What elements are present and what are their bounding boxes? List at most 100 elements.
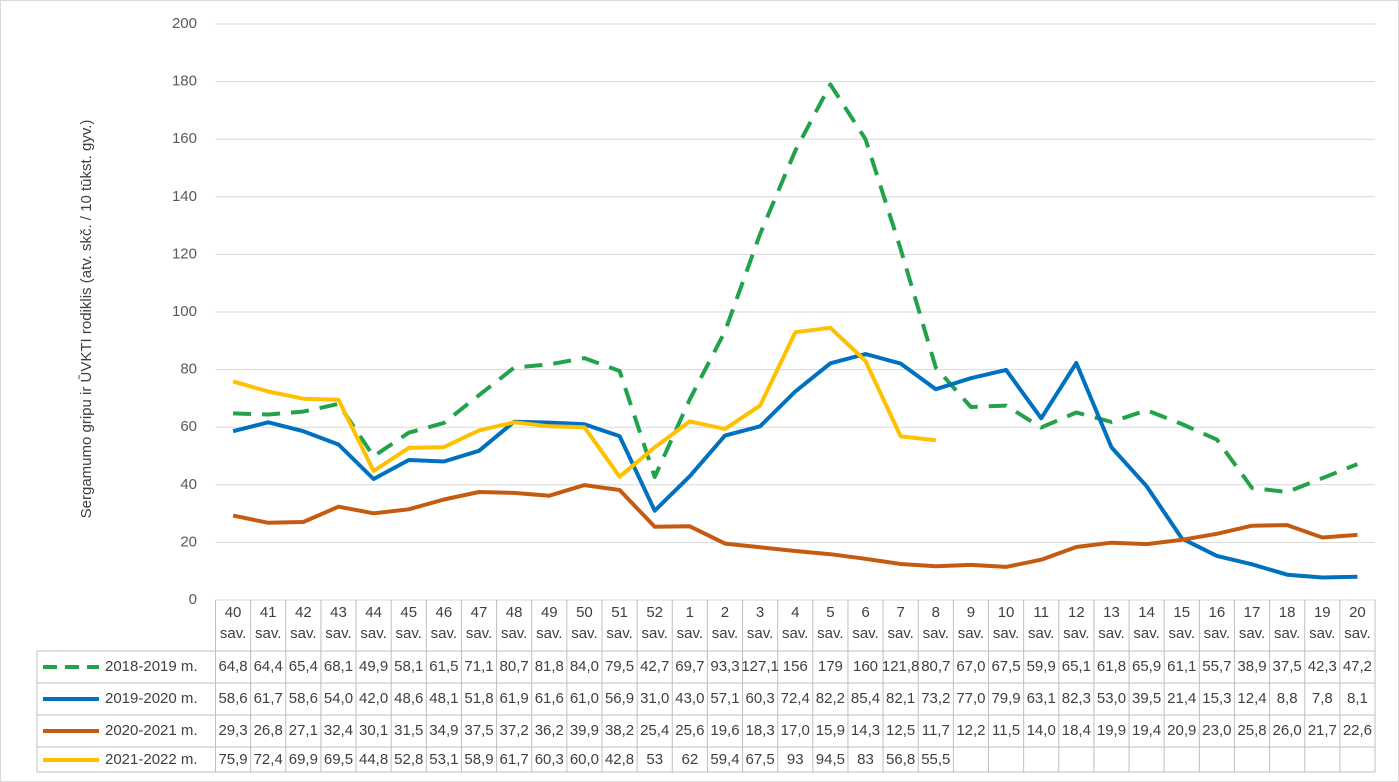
table-value: 51,8 xyxy=(464,690,493,707)
table-value: 58,1 xyxy=(394,658,423,675)
table-value: 12,4 xyxy=(1237,690,1266,707)
table-value: 25,6 xyxy=(675,722,704,739)
table-value: 7,8 xyxy=(1312,690,1333,707)
table-value: 42,0 xyxy=(359,690,388,707)
x-tick-label: 19 sav. xyxy=(1309,604,1336,642)
table-value: 53,0 xyxy=(1097,690,1126,707)
table-value: 68,1 xyxy=(324,658,353,675)
table-value: 19,6 xyxy=(710,722,739,739)
y-tick-label: 120 xyxy=(172,245,197,262)
x-tick-label: 52 sav. xyxy=(641,604,668,642)
x-tick-label: 20 sav. xyxy=(1344,604,1371,642)
table-value: 69,7 xyxy=(675,658,704,675)
table-value: 69,9 xyxy=(289,751,318,768)
table-value: 179 xyxy=(818,658,843,675)
y-tick-label: 180 xyxy=(172,73,197,90)
table-value: 59,4 xyxy=(710,751,739,768)
table-value: 26,8 xyxy=(254,722,283,739)
table-value: 69,5 xyxy=(324,751,353,768)
table-value: 52,8 xyxy=(394,751,423,768)
table-value: 32,4 xyxy=(324,722,353,739)
y-axis-label: Sergamumo gripu ir ŪVKTI rodiklis (atv. … xyxy=(78,120,95,519)
x-tick-label: 7 sav. xyxy=(887,604,914,642)
x-tick-label: 51 sav. xyxy=(606,604,633,642)
table-value: 37,5 xyxy=(1273,658,1302,675)
x-tick-label: 15 sav. xyxy=(1168,604,1195,642)
table-value: 36,2 xyxy=(535,722,564,739)
table-value: 79,5 xyxy=(605,658,634,675)
legend-label: 2018-2019 m. xyxy=(105,658,198,675)
table-value: 55,5 xyxy=(921,751,950,768)
table-value: 47,2 xyxy=(1343,658,1372,675)
x-tick-label: 18 sav. xyxy=(1273,604,1301,642)
table-value: 34,9 xyxy=(429,722,458,739)
table-value: 31,0 xyxy=(640,690,669,707)
x-tick-label: 12 sav. xyxy=(1063,604,1090,642)
table-value: 19,9 xyxy=(1097,722,1126,739)
x-tick-label: 2 sav. xyxy=(711,604,739,642)
table-value: 156 xyxy=(783,658,808,675)
table-value: 65,1 xyxy=(1062,658,1091,675)
y-tick-label: 40 xyxy=(180,476,197,493)
y-tick-label: 60 xyxy=(180,418,197,435)
table-value: 8,8 xyxy=(1277,690,1298,707)
legend-label: 2021-2022 m. xyxy=(105,751,198,768)
table-value: 72,4 xyxy=(781,690,810,707)
table-value: 60,3 xyxy=(746,690,775,707)
table-value: 80,7 xyxy=(500,658,529,675)
table-value: 61,7 xyxy=(500,751,529,768)
table-value: 31,5 xyxy=(394,722,423,739)
table-value: 53,1 xyxy=(429,751,458,768)
x-tick-label: 17 sav. xyxy=(1238,604,1266,642)
table-value: 38,2 xyxy=(605,722,634,739)
table-value: 67,0 xyxy=(956,658,985,675)
x-tick-label: 13 sav. xyxy=(1098,604,1125,642)
series-line xyxy=(232,483,1358,569)
x-tick-label: 46 sav. xyxy=(430,604,458,642)
x-tick-label: 40 sav. xyxy=(219,604,247,642)
table-value: 73,2 xyxy=(921,690,950,707)
x-tick-label: 50 sav. xyxy=(571,604,598,642)
table-value: 20,9 xyxy=(1167,722,1196,739)
table-value: 12,2 xyxy=(956,722,985,739)
y-tick-label: 20 xyxy=(180,533,197,550)
table-value: 80,7 xyxy=(921,658,950,675)
table-value: 38,9 xyxy=(1237,658,1266,675)
table-value: 53 xyxy=(646,751,663,768)
table-value: 54,0 xyxy=(324,690,353,707)
x-tick-label: 8 sav. xyxy=(922,604,949,642)
series-line xyxy=(232,352,1358,580)
table-value: 62 xyxy=(681,751,698,768)
table-value: 23,0 xyxy=(1202,722,1231,739)
x-tick-label: 9 sav. xyxy=(957,604,985,642)
table-value: 42,8 xyxy=(605,751,634,768)
table-value: 160 xyxy=(853,658,878,675)
x-tick-label: 47 sav. xyxy=(465,604,493,642)
table-value: 121,8 xyxy=(882,658,920,675)
legend-label: 2019-2020 m. xyxy=(105,690,198,707)
table-value: 82,3 xyxy=(1062,690,1091,707)
table-value: 61,9 xyxy=(500,690,529,707)
table-value: 49,9 xyxy=(359,658,388,675)
table-value: 58,6 xyxy=(289,690,318,707)
table-value: 59,9 xyxy=(1027,658,1056,675)
table-value: 61,7 xyxy=(254,690,283,707)
table-value: 75,9 xyxy=(218,751,247,768)
table-value: 79,9 xyxy=(991,690,1020,707)
table-value: 30,1 xyxy=(359,722,388,739)
table-value: 43,0 xyxy=(675,690,704,707)
table-value: 61,5 xyxy=(429,658,458,675)
table-value: 81,8 xyxy=(535,658,564,675)
x-tick-label: 11 sav. xyxy=(1027,604,1055,642)
table-value: 56,8 xyxy=(886,751,915,768)
table-value: 27,1 xyxy=(289,722,318,739)
table-value: 25,8 xyxy=(1237,722,1266,739)
table-value: 82,1 xyxy=(886,690,915,707)
x-tick-label: 1 sav. xyxy=(676,604,704,642)
x-tick-label: 48 sav. xyxy=(500,604,528,642)
table-value: 21,4 xyxy=(1167,690,1196,707)
table-value: 55,7 xyxy=(1202,658,1231,675)
table-value: 60,3 xyxy=(535,751,564,768)
table-value: 77,0 xyxy=(956,690,985,707)
